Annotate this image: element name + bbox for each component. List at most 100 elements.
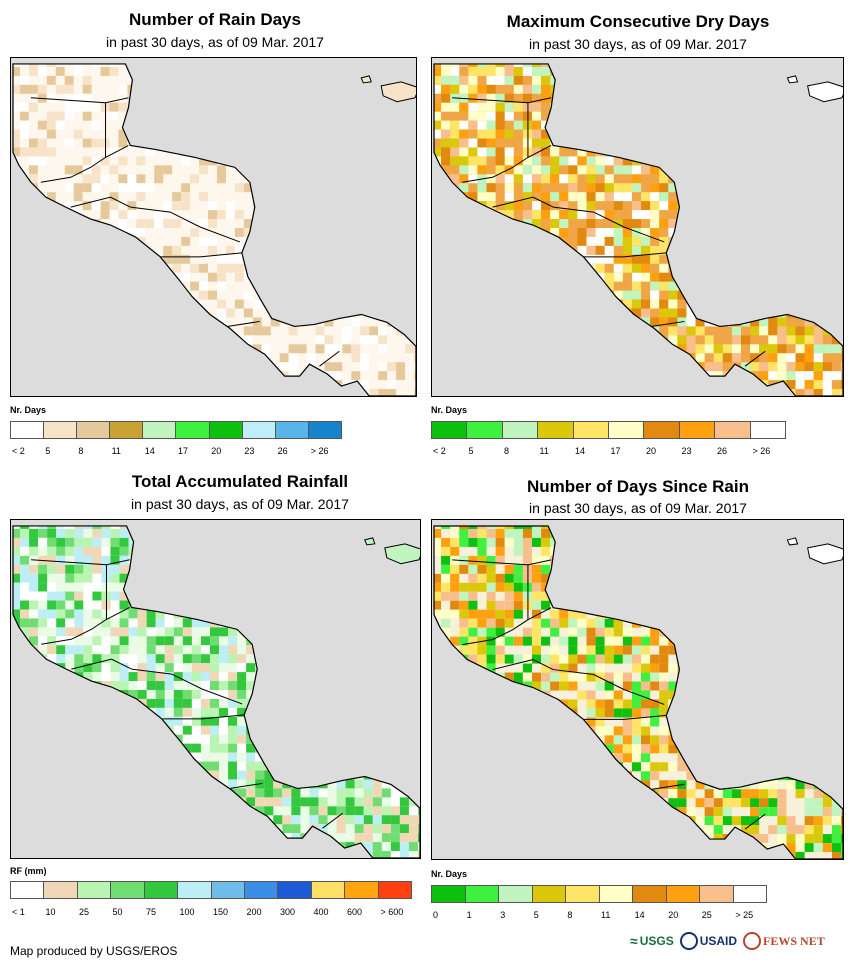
island (384, 543, 420, 565)
legend-label: > 600 (380, 907, 404, 917)
coastline (12, 63, 416, 396)
panel-4-legend-title: Nr. Days (431, 869, 468, 879)
legend-swatch (308, 422, 341, 438)
map-svg (433, 63, 843, 396)
country-border (31, 559, 107, 645)
grid-cells (12, 63, 416, 396)
legend-swatch (244, 882, 279, 898)
legend-swatch (502, 422, 539, 438)
country-border (161, 714, 245, 720)
country-border (744, 350, 766, 367)
usgs-logo: ≈ USGS (630, 933, 674, 949)
country-border (452, 559, 529, 646)
legend-label: 10 (45, 907, 56, 917)
logos: ≈ USGS USAID FEWS NET (630, 932, 825, 950)
legend-label: 400 (313, 907, 329, 917)
island (380, 81, 416, 103)
legend-swatch (378, 882, 412, 898)
panel-4-legend-bar (431, 885, 767, 903)
island (786, 75, 799, 84)
country-border (492, 659, 554, 671)
panel-2-title: Maximum Consecutive Dry Days (506, 12, 770, 31)
country-border (229, 782, 263, 789)
country-border (160, 252, 242, 258)
legend-swatch (176, 422, 210, 438)
legend-swatch (432, 422, 468, 438)
legend-label: 26 (717, 446, 728, 456)
country-border (527, 607, 552, 621)
country-border (583, 252, 667, 258)
country-border (105, 145, 129, 158)
panel-1-legend-labels: < 2 5 8 11 14 17 20 23 26 > 26 (10, 446, 342, 458)
country-border (527, 559, 552, 566)
legend-swatch (211, 882, 245, 898)
legend-swatch (311, 882, 346, 898)
usgs-wave-icon: ≈ (630, 933, 638, 949)
country-border (744, 813, 766, 830)
coastline (12, 525, 420, 858)
legend-label: 26 (277, 446, 288, 456)
panel-1-legend-bar (10, 421, 342, 439)
map-svg (12, 525, 420, 858)
grid-cells (13, 525, 420, 858)
legend-swatch (599, 886, 633, 902)
legend-swatch (242, 422, 276, 438)
legend-label: 17 (178, 446, 189, 456)
credit-text: Map produced by USGS/EROS (10, 944, 178, 958)
legend-label: 300 (280, 907, 296, 917)
legend-swatch (633, 886, 667, 902)
island (807, 543, 843, 565)
legend-label: < 1 (12, 907, 25, 917)
legend-swatch (144, 882, 179, 898)
fews-logo-text: FEWS NET (763, 933, 825, 948)
panel-1-legend-title: Nr. Days (10, 405, 47, 415)
panel-3-legend-labels: < 1 10 25 50 75 100 150 200 300 400 600 > 600 (10, 907, 412, 919)
country-border (527, 145, 552, 158)
legend-swatch (609, 422, 645, 438)
legend-label: 600 (347, 907, 363, 917)
legend-swatch (679, 422, 716, 438)
legend-label: 14 (634, 910, 645, 920)
legend-label: 8 (78, 446, 84, 456)
legend-label: 5 (468, 446, 474, 456)
country-border (322, 812, 343, 829)
legend-swatch (143, 422, 177, 438)
legend-label: 14 (144, 446, 155, 456)
legend-swatch (77, 422, 111, 438)
panel-2-legend-bar (431, 421, 786, 439)
legend-label: 1 (466, 910, 472, 920)
legend-swatch (532, 886, 566, 902)
legend-label: 20 (668, 910, 679, 920)
legend-label: > 26 (752, 446, 771, 456)
panel-3-subtitle: in past 30 days, as of 09 Mar. 2017 (131, 496, 349, 512)
country-border (71, 658, 132, 670)
legend-swatch (573, 422, 610, 438)
grid-cells (434, 63, 843, 396)
panel-2-subtitle: in past 30 days, as of 09 Mar. 2017 (529, 36, 747, 52)
grid-cells (434, 525, 843, 859)
fews-net-logo: FEWS NET (743, 932, 825, 950)
legend-swatch (345, 882, 379, 898)
panel-2-legend-labels: < 2 5 8 11 14 17 20 23 26 > 26 (431, 446, 786, 458)
country-border (131, 668, 243, 705)
island (807, 81, 843, 103)
panel-2-map (431, 57, 844, 397)
legend-label: 200 (246, 907, 262, 917)
legend-swatch (11, 882, 45, 898)
legend-swatch (44, 882, 78, 898)
legend-swatch (178, 882, 212, 898)
usaid-seal-icon (679, 932, 698, 950)
legend-label: < 2 (433, 446, 446, 456)
panel-4-map (431, 519, 844, 860)
legend-label: 11 (111, 446, 121, 456)
panel-3-legend-bar (10, 881, 412, 899)
land-area (12, 63, 416, 396)
usaid-logo: USAID (679, 932, 737, 950)
legend-label: 11 (601, 910, 611, 920)
legend-swatch (750, 422, 786, 438)
country-border (106, 607, 130, 620)
legend-label: 50 (112, 907, 123, 917)
map-svg (12, 63, 416, 396)
panel-3-legend-title: RF (mm) (10, 866, 47, 876)
country-border (583, 714, 667, 720)
